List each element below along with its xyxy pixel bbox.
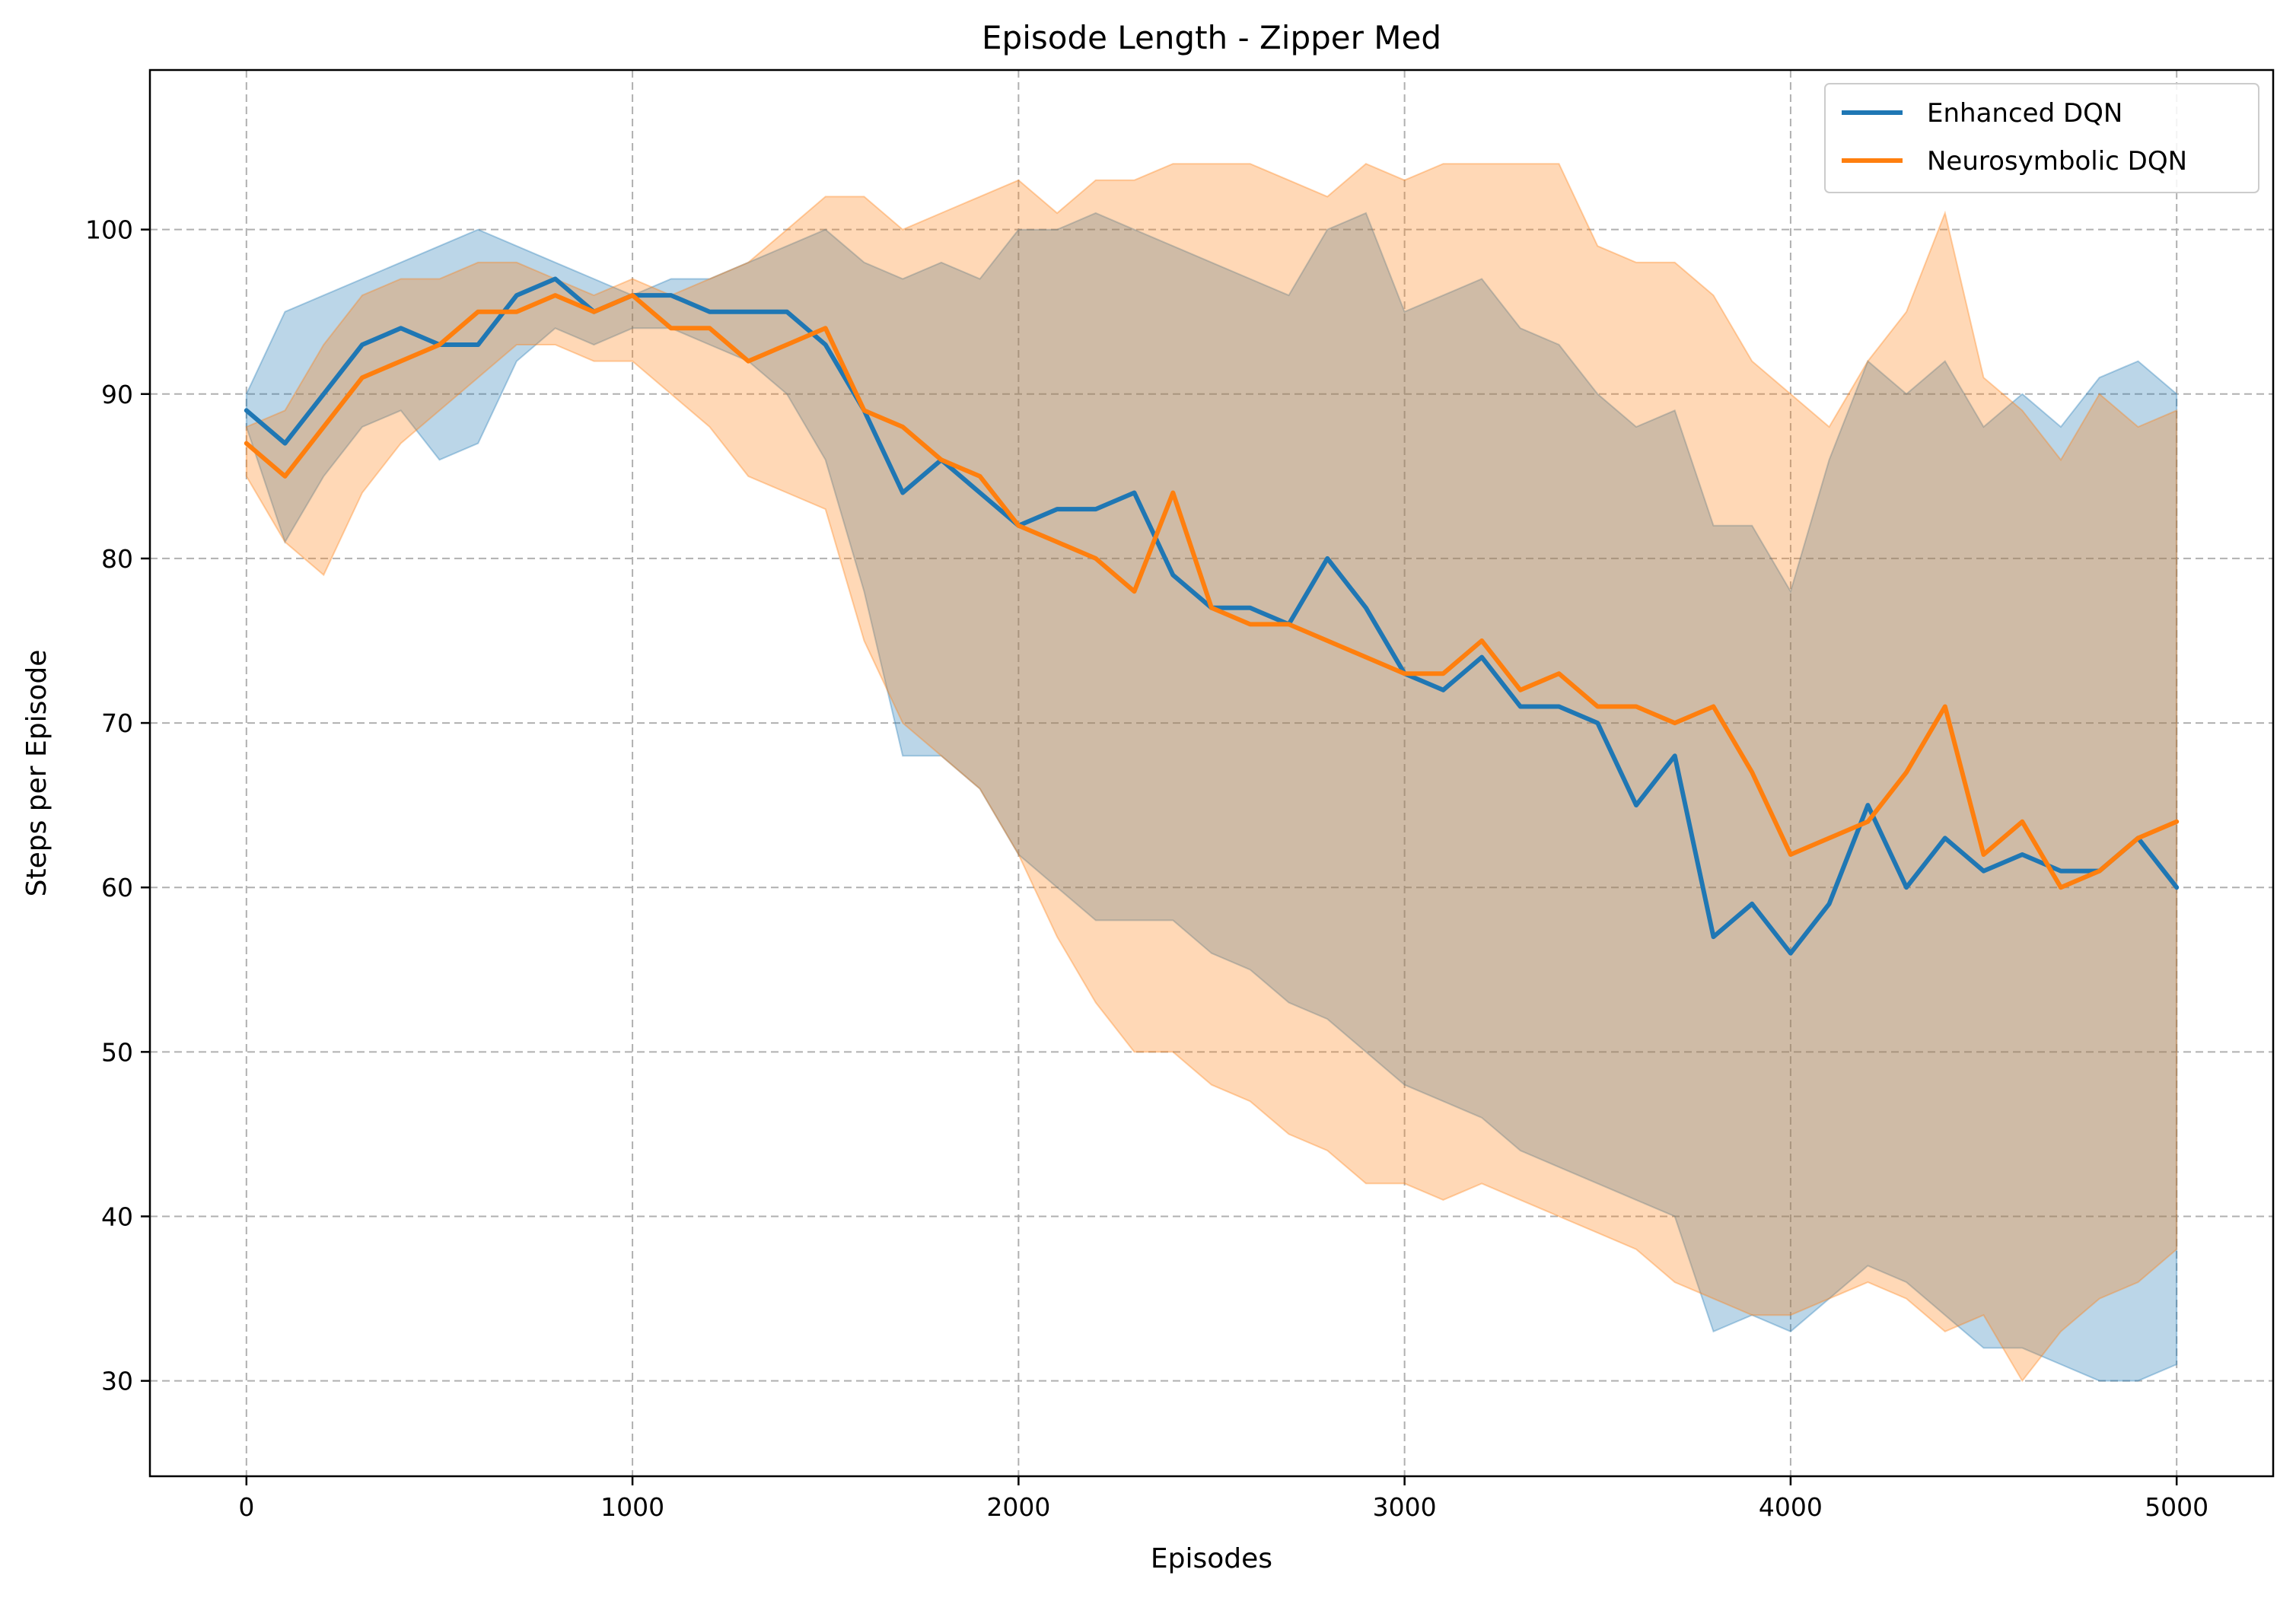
confidence-bands xyxy=(245,163,2178,1383)
x-tick-label: 4000 xyxy=(1759,1492,1823,1522)
x-axis-label: Episodes xyxy=(1151,1543,1272,1574)
x-tick-label: 2000 xyxy=(986,1492,1050,1522)
y-axis-label: Steps per Episode xyxy=(21,650,53,897)
y-tick-label: 60 xyxy=(101,873,133,902)
y-tick-label: 40 xyxy=(101,1202,133,1231)
legend-label-neurosymbolic-dqn: Neurosymbolic DQN xyxy=(1927,146,2187,177)
y-tick-label: 70 xyxy=(101,708,133,738)
y-tick-label: 80 xyxy=(101,544,133,574)
x-tick-label: 3000 xyxy=(1373,1492,1437,1522)
legend-label-enhanced-dqn: Enhanced DQN xyxy=(1927,98,2122,129)
x-tick-label: 1000 xyxy=(600,1492,664,1522)
band-enhanced-dqn xyxy=(245,212,2178,1382)
x-axis-ticks: 0 1000 2000 3000 4000 5000 xyxy=(238,1476,2208,1522)
legend-box xyxy=(1824,83,2259,193)
x-tick-label: 0 xyxy=(238,1492,254,1522)
y-axis-ticks: 30 40 50 60 70 80 90 100 xyxy=(85,215,150,1396)
series-lines xyxy=(244,276,2180,956)
legend: Enhanced DQN Neurosymbolic DQN xyxy=(1824,83,2259,193)
y-tick-label: 100 xyxy=(85,215,133,245)
y-tick-label: 90 xyxy=(101,380,133,409)
x-tick-label: 5000 xyxy=(2145,1492,2208,1522)
grid-lines xyxy=(150,70,2273,1476)
y-tick-label: 30 xyxy=(101,1367,133,1396)
plot-frame xyxy=(148,68,2275,1478)
chart-title: Episode Length - Zipper Med xyxy=(982,19,1441,56)
series-line-neurosymbolic-dqn xyxy=(244,293,2180,890)
band-neurosymbolic-dqn xyxy=(245,163,2178,1383)
y-tick-label: 50 xyxy=(101,1037,133,1067)
